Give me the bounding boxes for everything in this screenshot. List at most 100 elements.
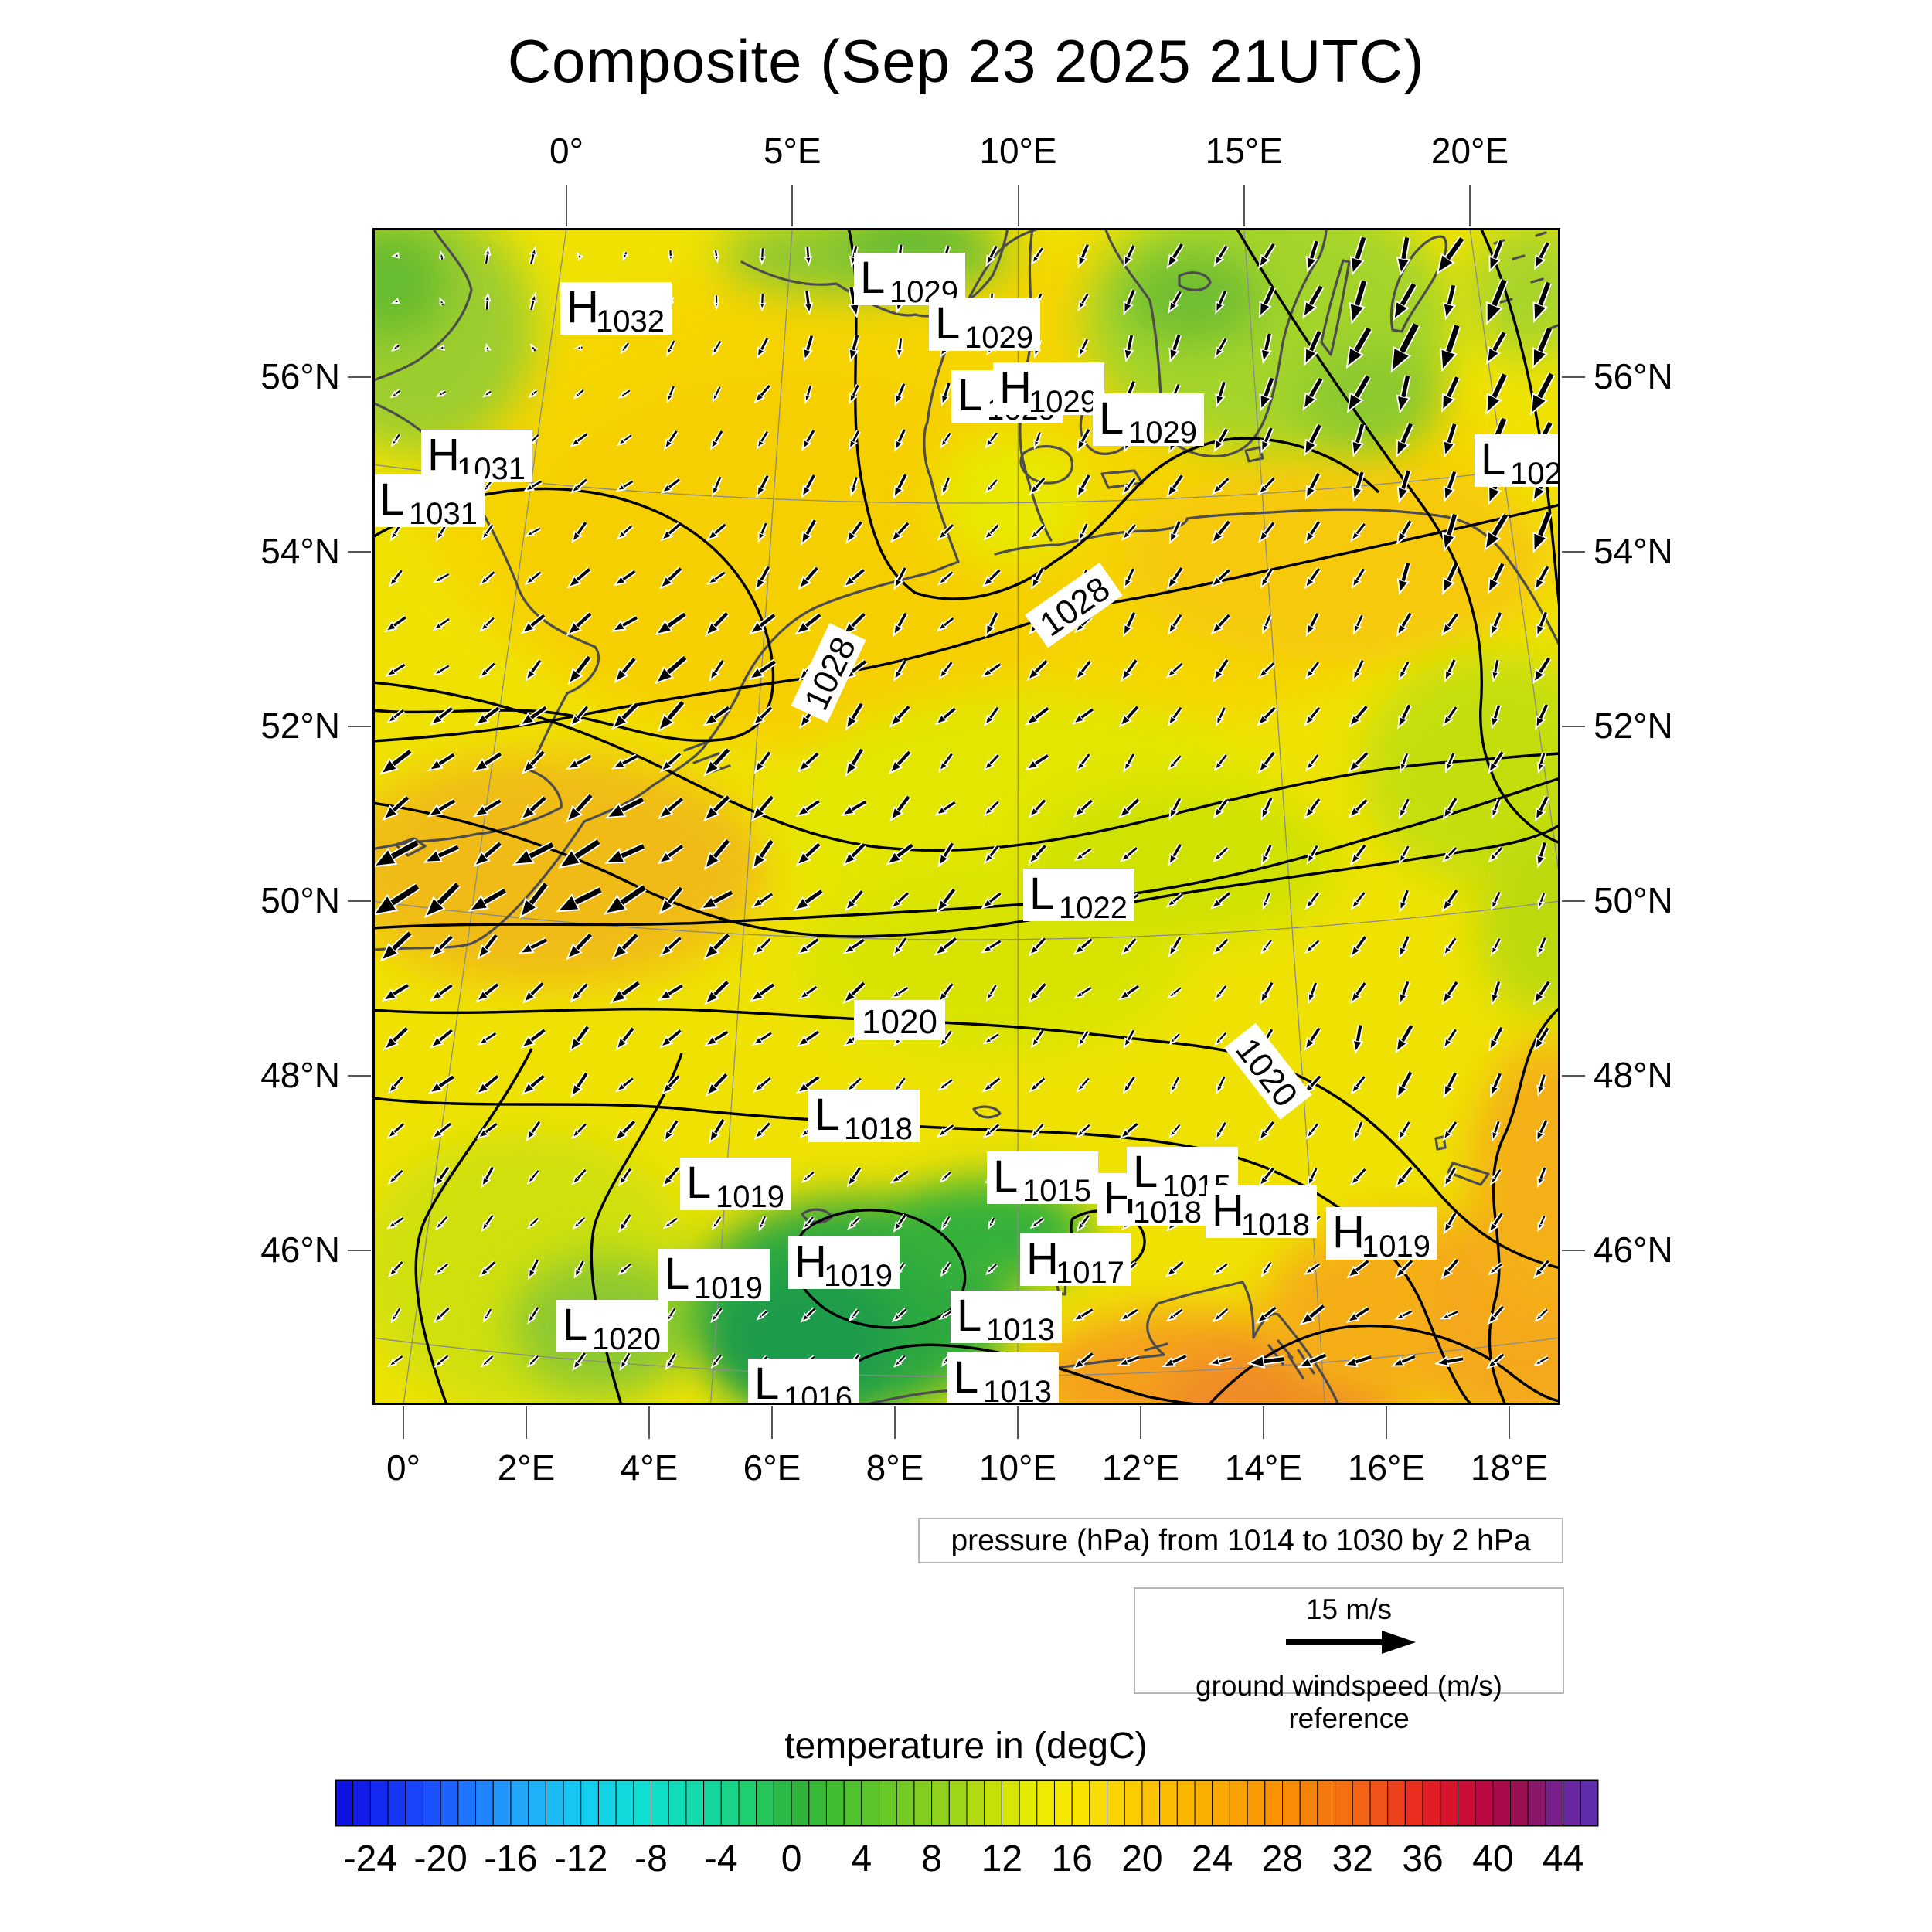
wind-arrow <box>566 611 593 637</box>
wind-arrow <box>1030 1122 1045 1139</box>
colorbar-cell <box>528 1779 546 1827</box>
wind-arrow <box>1537 892 1546 910</box>
wind-arrow <box>937 570 954 586</box>
wind-arrow <box>1212 1307 1230 1323</box>
colorbar-tick-label: 32 <box>1332 1838 1373 1879</box>
wind-arrow <box>1491 798 1502 820</box>
wind-arrow <box>1213 427 1230 453</box>
wind-arrow <box>1214 337 1228 359</box>
wind-arrow <box>566 566 592 589</box>
wind-arrow <box>526 1354 540 1368</box>
wind-arrow <box>1394 1309 1413 1321</box>
wind-arrow <box>481 1166 495 1189</box>
wind-arrow <box>387 1354 404 1368</box>
colorbar-cell <box>1019 1779 1038 1827</box>
wind-arrow <box>1532 281 1553 323</box>
colorbar-cell <box>1580 1779 1599 1827</box>
wind-arrow <box>1259 377 1275 412</box>
colorbar-cell <box>1124 1779 1143 1827</box>
wind-arrow <box>940 382 952 407</box>
top-axis-tick <box>791 185 794 226</box>
wind-arrow <box>657 796 685 820</box>
wind-arrow <box>1353 614 1365 635</box>
wind-arrow <box>800 1307 817 1323</box>
wind-arrow <box>703 932 731 961</box>
wind-arrow <box>849 384 861 405</box>
wind-arrow <box>1491 891 1502 911</box>
wind-arrow <box>1168 843 1183 866</box>
wind-arrow <box>618 1213 632 1233</box>
wind-arrow <box>939 1170 952 1183</box>
wind-arrow <box>569 431 589 447</box>
wind-arrow <box>1076 474 1092 499</box>
wind-arrow <box>981 939 1002 954</box>
colorbar-cell <box>580 1779 599 1827</box>
wind-arrow <box>1029 523 1046 541</box>
wind-arrows <box>372 236 1556 1372</box>
wind-arrow <box>1076 1214 1091 1233</box>
wind-arrow <box>988 1216 996 1230</box>
wind-arrow <box>1485 331 1508 366</box>
colorbar-cell <box>843 1779 862 1827</box>
wind-arrow <box>804 385 813 405</box>
svg-text:1018: 1018 <box>1133 1196 1202 1230</box>
wind-arrow <box>1260 939 1274 955</box>
wind-arrow <box>1121 658 1138 682</box>
wind-arrow <box>1216 706 1227 727</box>
colorbar-cell <box>896 1779 915 1827</box>
colorbar-cell <box>1282 1779 1301 1827</box>
wind-arrow <box>529 245 538 265</box>
wind-arrow <box>1028 798 1047 818</box>
wind-arrow <box>1028 937 1047 957</box>
right-axis-label: 46°N <box>1594 1230 1673 1270</box>
wind-arrow <box>527 1306 540 1325</box>
wind-arrow <box>1491 659 1500 683</box>
top-axis-label: 15°E <box>1205 131 1283 171</box>
pressure-center-label: L 1022 <box>1023 869 1134 925</box>
wind-arrow <box>889 521 910 543</box>
wind-arrow <box>889 704 911 728</box>
colorbar-cell <box>1387 1779 1406 1827</box>
wind-arrow <box>1304 891 1321 910</box>
wind-arrow <box>1165 1260 1185 1278</box>
wind-arrow <box>849 476 859 498</box>
wind-arrow <box>655 611 687 636</box>
wind-arrow <box>1351 423 1366 458</box>
wind-arrow <box>661 1073 681 1096</box>
wind-arrow <box>557 838 601 869</box>
right-axis-tick <box>1562 376 1585 378</box>
wind-arrow <box>381 982 410 1002</box>
wind-arrow <box>391 297 400 304</box>
wind-arrow <box>1166 243 1185 270</box>
wind-arrow <box>474 706 501 726</box>
svg-text:1031: 1031 <box>409 497 478 531</box>
wind-arrow <box>937 982 954 1004</box>
right-axis-label: 50°N <box>1594 880 1673 920</box>
wind-arrow <box>615 479 634 492</box>
wind-arrow <box>570 478 588 494</box>
wind-arrow <box>1393 282 1417 321</box>
wind-arrow <box>756 337 770 359</box>
wind-arrow <box>435 389 447 397</box>
wind-arrow <box>573 344 583 351</box>
colorbar-cell <box>422 1779 441 1827</box>
colorbar-cell <box>1071 1779 1090 1827</box>
wind-arrow <box>1213 798 1230 819</box>
svg-text:L: L <box>379 474 404 525</box>
wind-arrow <box>985 1263 998 1276</box>
wind-arrow <box>1305 240 1320 273</box>
wind-arrow <box>699 889 733 910</box>
colorbar-tick-label: 28 <box>1262 1838 1303 1879</box>
svg-text:L: L <box>993 1151 1018 1202</box>
colorbar-tick-label: 44 <box>1543 1838 1583 1879</box>
wind-arrow <box>571 521 588 544</box>
wind-arrow <box>981 1077 1002 1093</box>
wind-arrow <box>386 1216 405 1230</box>
colorbar-cell <box>1335 1779 1353 1827</box>
wind-arrow <box>981 891 1002 910</box>
wind-arrow <box>889 891 910 910</box>
wind-arrow <box>1395 1165 1414 1189</box>
wind-arrow <box>432 664 451 676</box>
wind-arrow <box>706 570 726 585</box>
